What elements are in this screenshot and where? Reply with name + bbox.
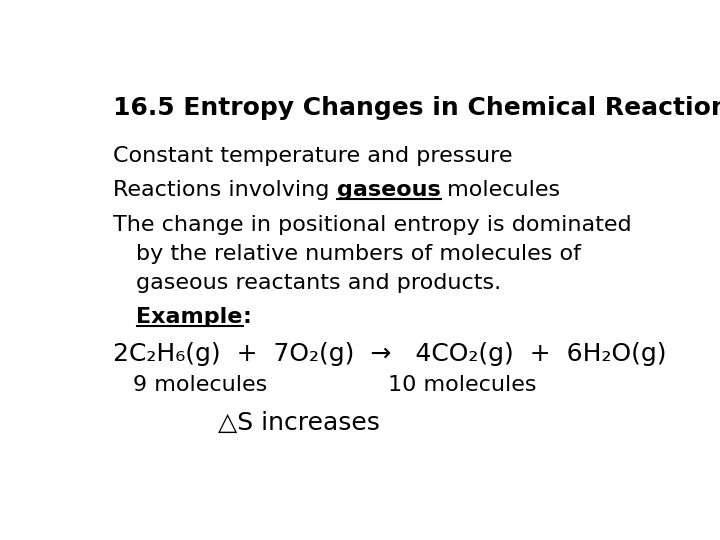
- Text: Constant temperature and pressure: Constant temperature and pressure: [113, 146, 513, 166]
- Text: gaseous: gaseous: [337, 180, 441, 200]
- Text: Example: Example: [137, 307, 243, 327]
- Text: 16.5 Entropy Changes in Chemical Reactions: 16.5 Entropy Changes in Chemical Reactio…: [113, 96, 720, 119]
- Text: Reactions involving: Reactions involving: [113, 180, 337, 200]
- Text: 10 molecules: 10 molecules: [388, 375, 537, 395]
- Text: 2C₂H₆(g)  +  7O₂(g)  →   4CO₂(g)  +  6H₂O(g): 2C₂H₆(g) + 7O₂(g) → 4CO₂(g) + 6H₂O(g): [113, 342, 667, 366]
- Text: molecules: molecules: [441, 180, 561, 200]
- Text: △S increases: △S increases: [218, 411, 379, 435]
- Text: :: :: [243, 307, 252, 327]
- Text: 9 molecules: 9 molecules: [132, 375, 267, 395]
- Text: gaseous reactants and products.: gaseous reactants and products.: [137, 273, 502, 293]
- Text: The change in positional entropy is dominated: The change in positional entropy is domi…: [113, 215, 632, 235]
- Text: by the relative numbers of molecules of: by the relative numbers of molecules of: [137, 244, 582, 264]
